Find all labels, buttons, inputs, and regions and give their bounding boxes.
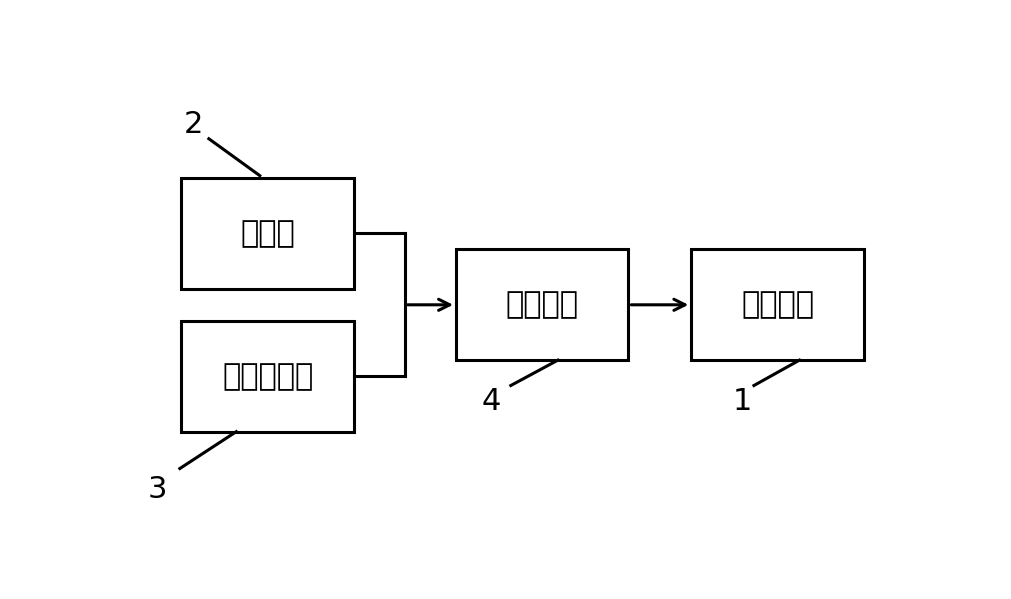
Bar	[691, 249, 862, 360]
Bar	[455, 249, 628, 360]
Bar	[181, 178, 354, 289]
Text: 4: 4	[481, 387, 500, 416]
Text: 风速计: 风速计	[240, 219, 295, 248]
Text: 温度传感器: 温度传感器	[221, 362, 313, 391]
Text: 处理模块: 处理模块	[506, 291, 578, 319]
Bar	[181, 321, 354, 432]
Text: 1: 1	[732, 387, 751, 416]
Text: 2: 2	[183, 110, 202, 140]
Text: 3: 3	[148, 475, 168, 504]
Text: 风扇电机: 风扇电机	[740, 291, 813, 319]
